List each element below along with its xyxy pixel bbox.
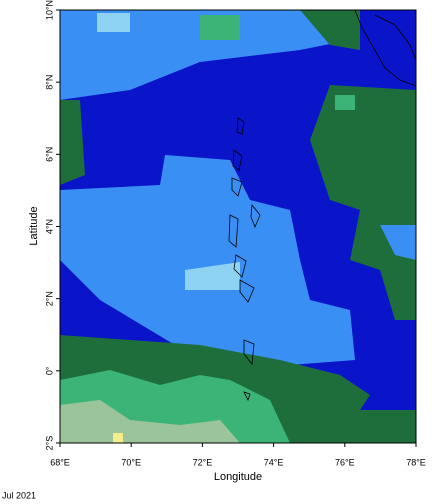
y-axis-label: Latitude xyxy=(28,206,40,245)
y-tick-label: 0° xyxy=(44,366,54,375)
map-field xyxy=(60,10,416,443)
x-tick-label: 72°E xyxy=(193,457,213,467)
x-tick-label: 76°E xyxy=(335,457,355,467)
y-tick-label: 8°N xyxy=(44,75,54,90)
x-axis-label: Longitude xyxy=(214,471,262,483)
x-tick-label: 74°E xyxy=(264,457,284,467)
footnote: Jul 2021 xyxy=(2,490,36,500)
x-tick-label: 70°E xyxy=(121,457,141,467)
y-tick-label: 2°S xyxy=(44,436,54,451)
y-tick-label: 6°N xyxy=(44,147,54,162)
y-tick-label: 2°N xyxy=(44,291,54,306)
y-tick-label: 10°N xyxy=(44,0,54,20)
y-tick-label: 4°N xyxy=(44,219,54,234)
x-tick-label: 78°E xyxy=(406,457,426,467)
x-tick-label: 68°E xyxy=(50,457,70,467)
coastlines xyxy=(228,9,417,402)
